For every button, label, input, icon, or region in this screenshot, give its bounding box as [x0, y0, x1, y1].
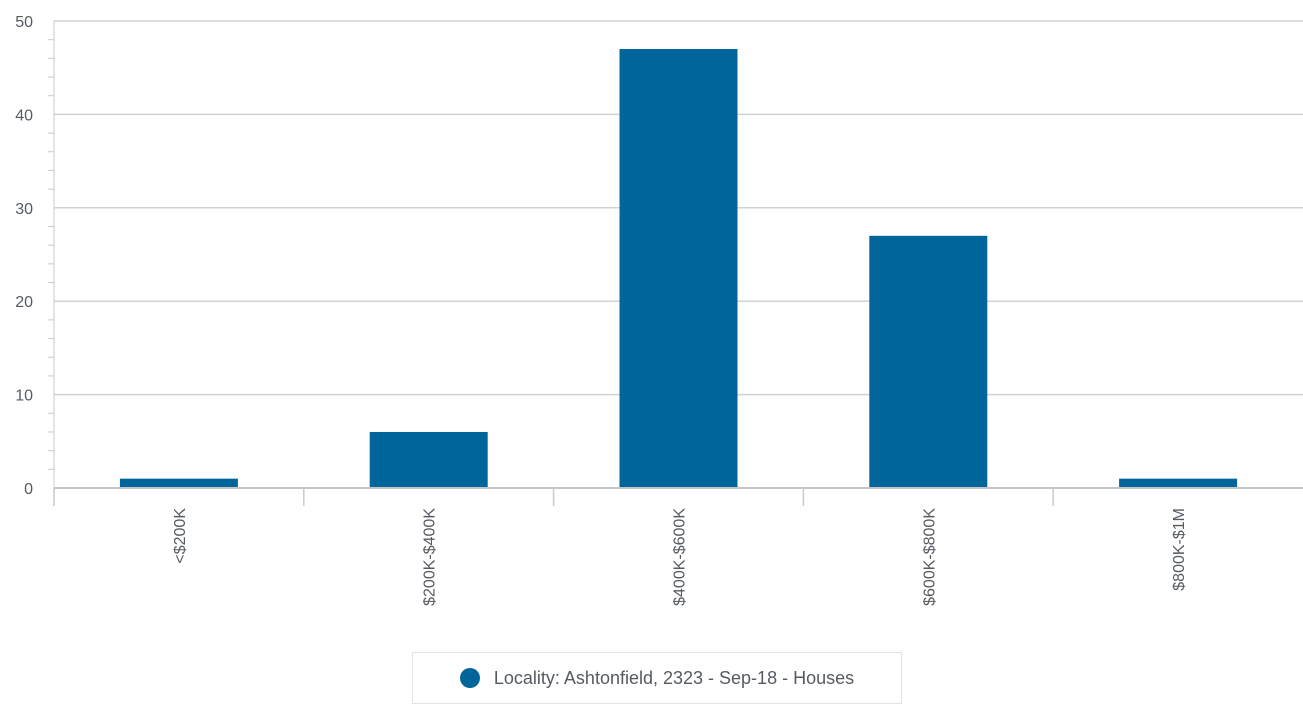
bar[interactable]: [119, 478, 238, 488]
axes: [53, 21, 1303, 506]
y-tick-label: 10: [15, 388, 33, 405]
y-axis-tick-labels: 0 10 20 30 40 50: [15, 14, 33, 498]
x-tick-label: $600K-$800K: [921, 508, 938, 606]
y-tick-label: 40: [15, 107, 33, 124]
y-tick-label: 50: [15, 14, 33, 31]
y-axis-minor-ticks: [48, 39, 54, 470]
y-tick-label: 20: [15, 294, 33, 311]
x-tick-label: $800K-$1M: [1171, 508, 1188, 591]
bar[interactable]: [619, 49, 738, 489]
bars: [119, 49, 1238, 489]
y-tick-label: 30: [15, 201, 33, 218]
legend-marker-icon: [459, 668, 480, 688]
x-tick-label: $400K-$600K: [672, 508, 689, 606]
bar[interactable]: [1119, 478, 1238, 488]
bar-chart: 0 10 20 30 40 50 <$200K $200K-$400K $400K-$600K…: [15, 14, 1303, 606]
legend-label: Locality: Ashtonfield, 2323 - Sep-18 - H…: [493, 667, 855, 688]
x-tick-label: $200K-$400K: [422, 508, 439, 606]
legend[interactable]: Locality: Ashtonfield, 2323 - Sep-18 - H…: [412, 652, 902, 704]
bar[interactable]: [369, 431, 488, 488]
x-axis-tick-labels: <$200K $200K-$400K $400K-$600K $600K-$800K $…: [172, 508, 1188, 606]
bar[interactable]: [869, 235, 988, 488]
y-tick-label: 0: [24, 481, 33, 498]
x-tick-label: <$200K: [172, 508, 189, 564]
